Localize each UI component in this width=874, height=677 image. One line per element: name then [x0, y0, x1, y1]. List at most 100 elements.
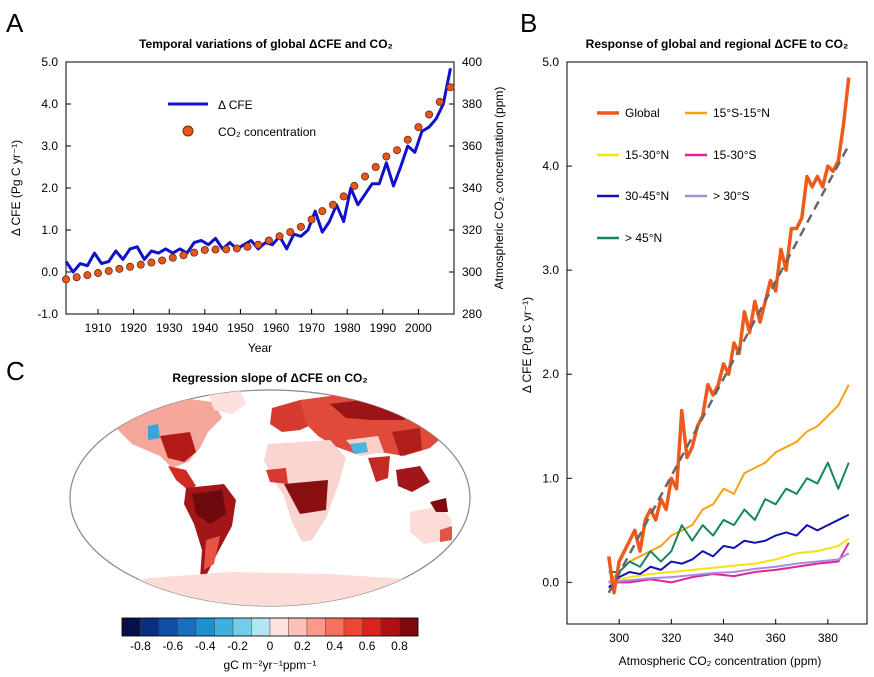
- y-tick-label: 2.0: [542, 367, 559, 381]
- panel-b-x-label: Atmospheric CO₂ concentration (ppm): [619, 654, 822, 668]
- panel-a-plot: [62, 68, 455, 284]
- legend-label: 15-30°N: [625, 148, 669, 162]
- co2-point: [328, 200, 337, 209]
- co2-point: [361, 172, 370, 181]
- colorbar-swatch: [195, 617, 215, 637]
- colorbar-swatch: [362, 617, 382, 637]
- x-tick-label: 1920: [120, 321, 147, 335]
- panel-b-y-ticks: 0.0 1.0 2.0 3.0 4.0 5.0: [542, 55, 572, 589]
- legend-label: > 30°S: [713, 189, 750, 203]
- panel-c-letter: C: [6, 356, 25, 386]
- map-antarctica: [70, 572, 470, 606]
- co2-point: [126, 262, 135, 271]
- co2-point: [200, 245, 209, 254]
- co2-point: [115, 264, 124, 273]
- map-asia-blue-patch: [350, 442, 368, 454]
- panel-b-y-label: Δ CFE (Pg C yr⁻¹): [520, 297, 534, 393]
- colorbar-swatch: [251, 617, 271, 637]
- co2-point: [350, 181, 359, 190]
- x-tick-label: 320: [661, 631, 681, 645]
- co2-point: [403, 135, 412, 144]
- panel-a-frame: [65, 61, 455, 315]
- co2-point: [232, 244, 241, 253]
- fit-line: [607, 144, 850, 594]
- y-tick-label: 5.0: [542, 55, 559, 69]
- map-east-asia: [392, 428, 422, 456]
- colorbar-tick-label: 0.8: [391, 639, 408, 653]
- co2-point: [371, 162, 380, 171]
- panel-a-legend: Δ CFE CO₂ concentration: [168, 98, 316, 139]
- x-tick-label: 380: [818, 631, 838, 645]
- panel-a-x-ticks: 1910 1920 1930 1940 1950 1960 1970 1980 1990 2000: [85, 309, 432, 335]
- co2-point: [179, 251, 188, 260]
- colorbar-tick-label: -0.2: [227, 639, 248, 653]
- co2-point: [414, 123, 423, 132]
- co2-point: [168, 253, 177, 262]
- series-line-5: [608, 552, 850, 584]
- panel-b-x-ticks: 300 320 340 360 380: [609, 619, 838, 645]
- panel-b-plot: [607, 77, 851, 595]
- map-central-africa: [284, 480, 328, 514]
- co2-point: [286, 228, 295, 237]
- panel-b: B Response of global and regional ΔCFE t…: [520, 8, 868, 668]
- co2-point: [296, 222, 305, 231]
- colorbar-swatch: [121, 617, 141, 637]
- series-line-1: [608, 384, 850, 584]
- colorbar-swatch: [306, 617, 326, 637]
- series-line-4: [608, 513, 850, 589]
- colorbar-swatch: [158, 617, 178, 637]
- colorbar-tick-label: 0.4: [326, 639, 343, 653]
- x-tick-label: 340: [714, 631, 734, 645]
- map-amazon: [192, 490, 226, 524]
- x-tick-label: 1940: [191, 321, 218, 335]
- world-map: [69, 389, 471, 607]
- colorbar-swatch: [325, 617, 345, 637]
- x-tick-label: 300: [609, 631, 629, 645]
- y-tick-label: 1.0: [41, 223, 58, 237]
- colorbar-swatch: [140, 617, 160, 637]
- co2-point: [211, 245, 220, 254]
- map-india: [368, 456, 390, 482]
- colorbar-swatch: [288, 617, 308, 637]
- series-line-6: [608, 461, 850, 573]
- y-tick-label: 1.0: [542, 471, 559, 485]
- panel-c-title: Regression slope of ΔCFE on CO₂: [172, 371, 367, 385]
- panel-a-letter: A: [6, 8, 24, 38]
- co2-point: [94, 269, 103, 278]
- colorbar-swatch: [343, 617, 363, 637]
- co2-point: [318, 207, 327, 216]
- co2-point: [264, 236, 273, 245]
- co2-point: [254, 240, 263, 249]
- y-tick-label: 5.0: [41, 55, 58, 69]
- legend-label: > 45°N: [625, 231, 662, 245]
- co2-point: [382, 152, 391, 161]
- x-tick-label: 1990: [369, 321, 396, 335]
- co2-point: [425, 110, 434, 119]
- x-tick-label: 360: [766, 631, 786, 645]
- panel-a-y2-label: Atmospheric CO₂ concentration (ppm): [492, 87, 506, 290]
- map-southern-cone: [204, 536, 220, 570]
- panel-b-legend: Global 15°S-15°N 15-30°N 15-30°S 30-45°N > 30…: [597, 106, 770, 245]
- y2-tick-label: 280: [462, 307, 482, 321]
- map-west-africa: [266, 468, 288, 484]
- map-central-america: [168, 466, 196, 490]
- co2-point: [446, 83, 455, 92]
- panel-a-y2-ticks: 280 300 320 340 360 380 400: [449, 55, 482, 321]
- legend-label: Global: [625, 106, 660, 120]
- co2-point: [136, 260, 145, 269]
- colorbar-swatch: [214, 617, 234, 637]
- panel-b-title: Response of global and regional ΔCFE to …: [586, 37, 849, 51]
- y-tick-label: 4.0: [41, 97, 58, 111]
- colorbar-frame: [121, 617, 419, 637]
- map-southeast-asia: [396, 466, 430, 492]
- colorbar-swatch: [399, 617, 419, 637]
- panel-c: C Regression slope of ΔCFE on CO₂: [6, 356, 471, 672]
- panel-a: A Temporal variations of global ΔCFE and…: [6, 8, 506, 355]
- co2-point: [83, 271, 92, 280]
- series-line-0: [607, 77, 851, 595]
- co2-point: [222, 245, 231, 254]
- map-east-australia: [440, 526, 452, 542]
- co2-point: [158, 256, 167, 265]
- colorbar-tick-label: 0.2: [294, 639, 311, 653]
- y2-tick-label: 340: [462, 181, 482, 195]
